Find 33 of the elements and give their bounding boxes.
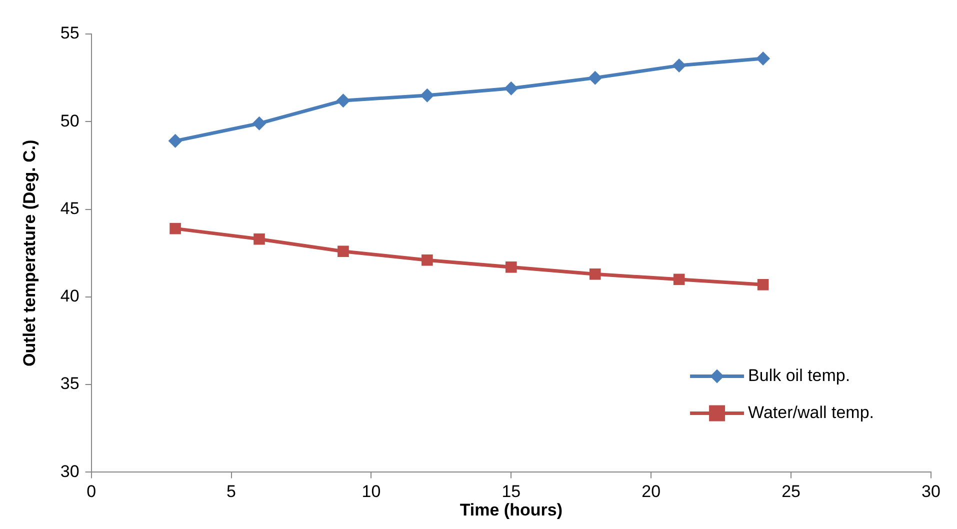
point bbox=[254, 233, 265, 245]
point bbox=[422, 254, 433, 266]
legend-label: Bulk oil temp. bbox=[748, 366, 850, 385]
x-tick-label: 10 bbox=[362, 482, 381, 502]
point bbox=[672, 58, 686, 73]
y-tick-label: 55 bbox=[60, 24, 80, 43]
x-tick-label: 20 bbox=[642, 482, 661, 502]
x-tick-label: 25 bbox=[782, 482, 801, 502]
point bbox=[168, 134, 182, 148]
point bbox=[588, 70, 602, 85]
y-tick-label: 35 bbox=[60, 374, 80, 394]
y-axis-title: Outlet temperature (Deg. C.) bbox=[20, 140, 39, 366]
point bbox=[338, 246, 349, 258]
point bbox=[506, 261, 517, 273]
y-tick-label: 40 bbox=[60, 286, 80, 306]
x-axis-title: Time (hours) bbox=[460, 500, 562, 520]
y-tick-label: 50 bbox=[60, 111, 80, 130]
point bbox=[336, 94, 350, 108]
legend-label: Water/wall temp. bbox=[748, 402, 874, 422]
y-tick-label: 30 bbox=[60, 462, 80, 481]
point bbox=[757, 278, 769, 290]
x-tick-label: 5 bbox=[226, 482, 236, 502]
point bbox=[252, 116, 266, 130]
point bbox=[420, 88, 434, 102]
point bbox=[170, 222, 181, 234]
y-tick-label: 45 bbox=[60, 198, 80, 218]
x-tick-label: 0 bbox=[86, 482, 96, 502]
x-tick-label: 15 bbox=[502, 482, 521, 502]
point bbox=[673, 274, 685, 286]
point bbox=[504, 81, 518, 96]
x-tick-label: 30 bbox=[922, 482, 940, 502]
point bbox=[589, 268, 601, 280]
point bbox=[756, 52, 770, 66]
